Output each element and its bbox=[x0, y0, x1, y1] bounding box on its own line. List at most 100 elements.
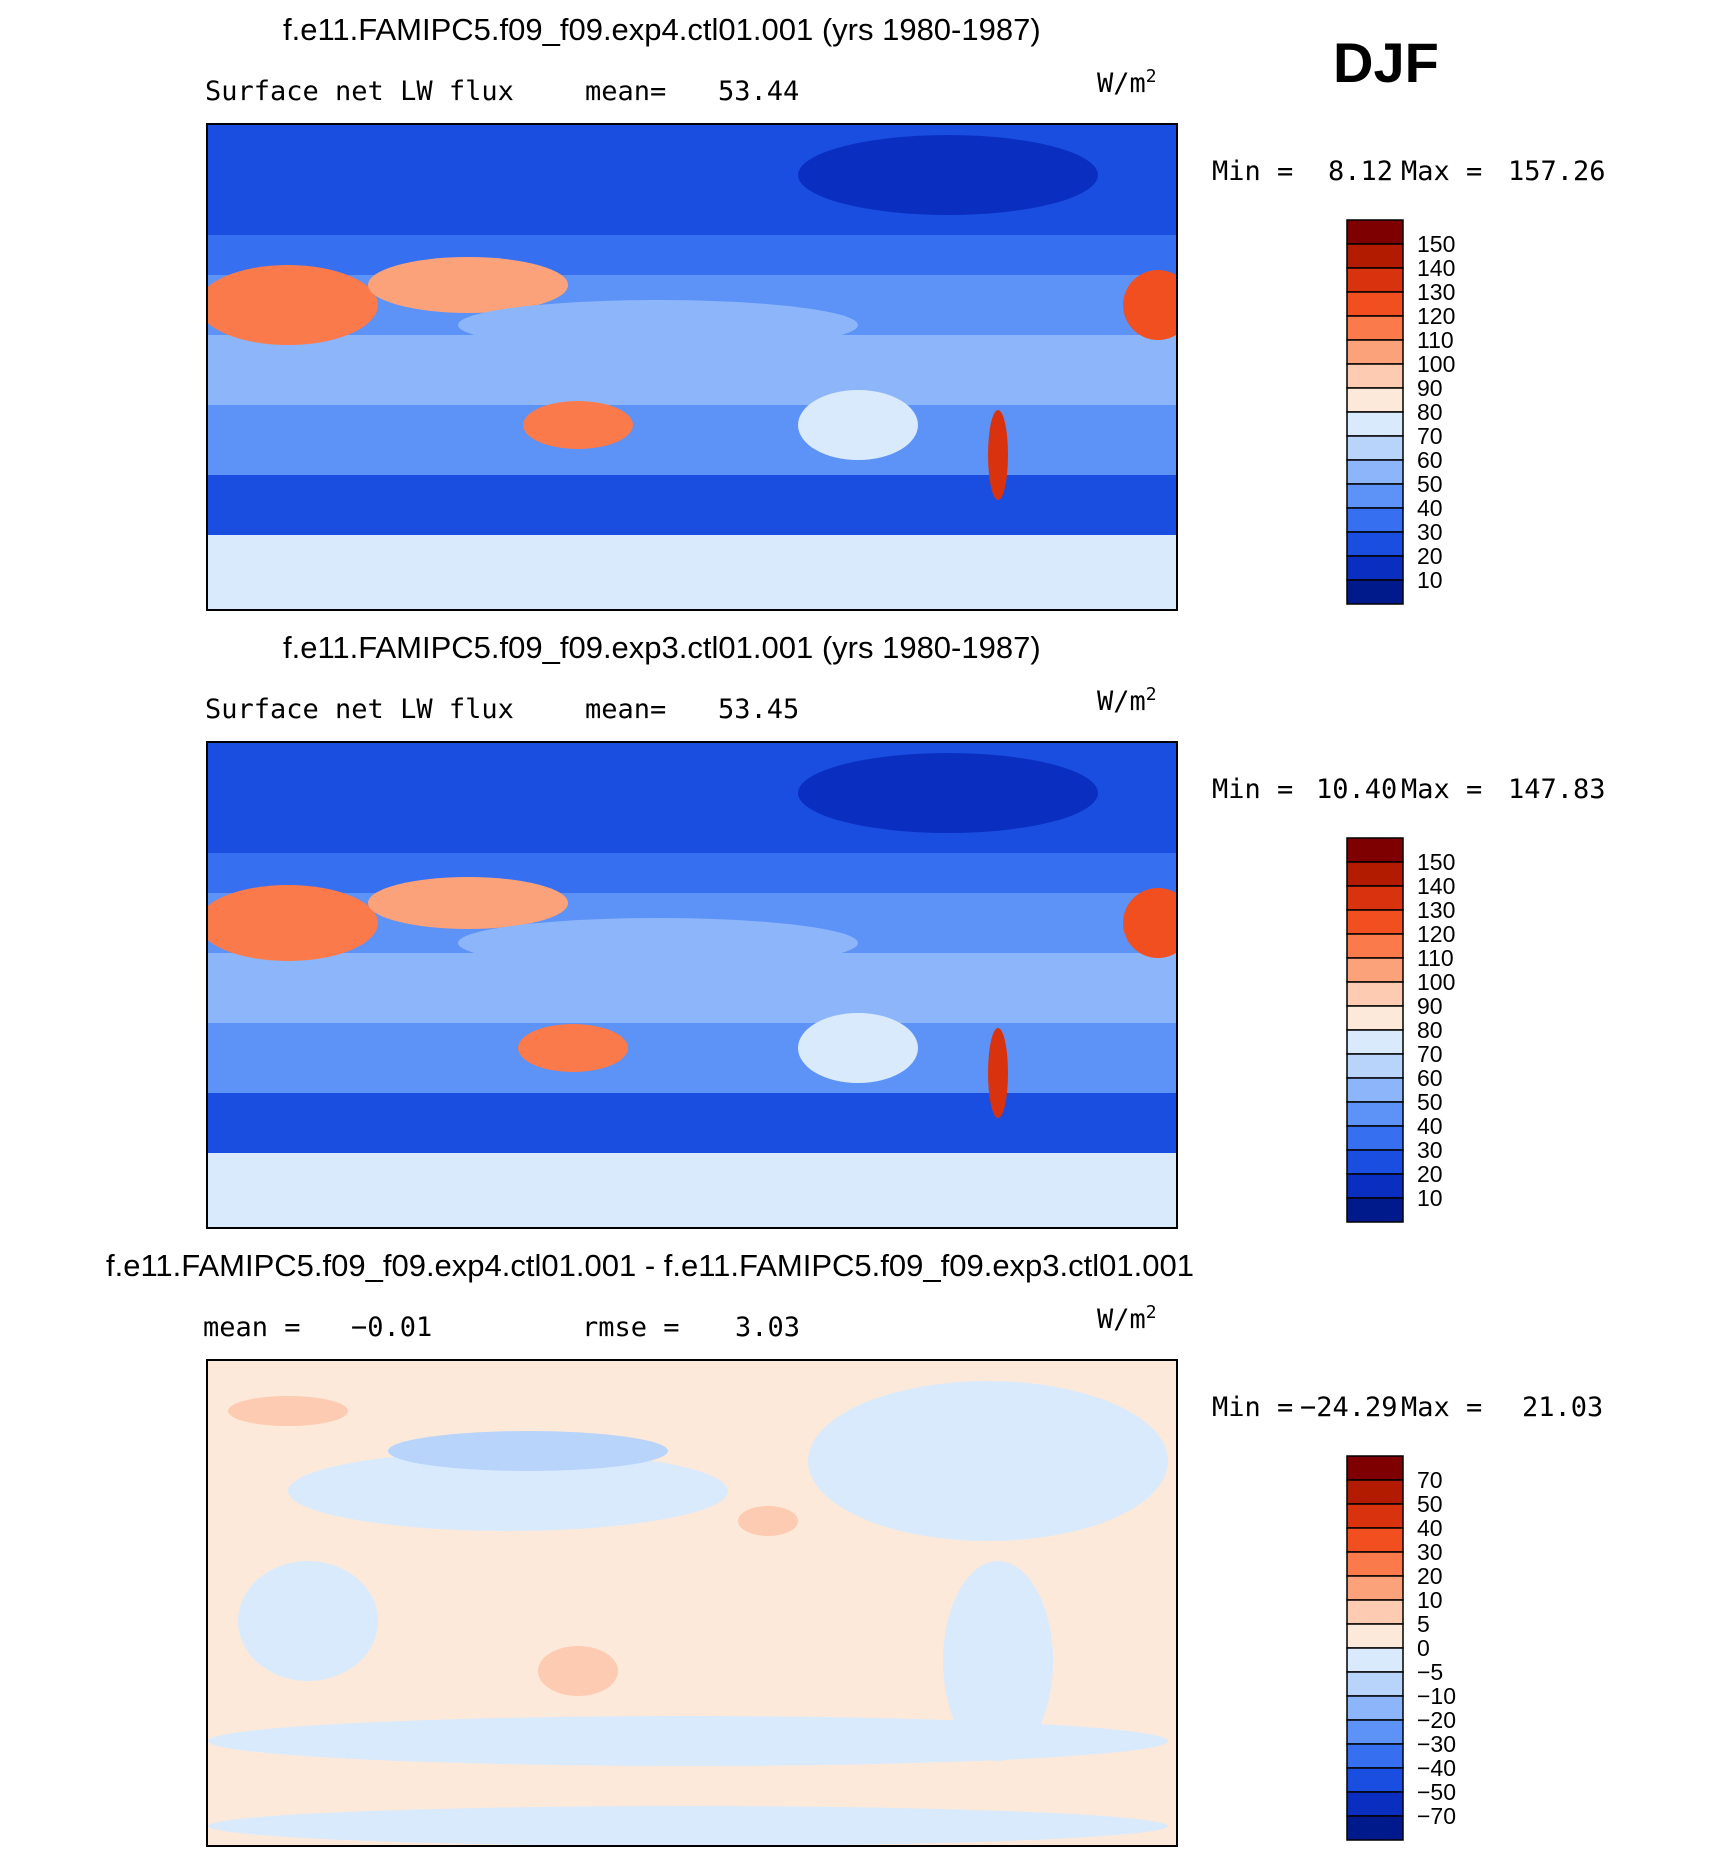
panel-3-map bbox=[206, 1359, 1178, 1847]
panel-2-mean-value: 53.45 bbox=[718, 694, 800, 725]
colorbar-box bbox=[1346, 1743, 1404, 1769]
colorbar-tick-label: 50 bbox=[1417, 1089, 1443, 1115]
colorbar-box bbox=[1346, 1527, 1404, 1553]
panel-3-rmse-label: rmse = bbox=[582, 1312, 680, 1343]
colorbar-boxes bbox=[1346, 837, 1404, 1223]
panel-1-units: W/m2 bbox=[1097, 66, 1157, 99]
colorbar-tick-label: 90 bbox=[1417, 375, 1443, 401]
colorbar-tick-label: 140 bbox=[1417, 255, 1456, 281]
colorbar-tick-label: 100 bbox=[1417, 351, 1456, 377]
colorbar-box bbox=[1346, 837, 1404, 863]
colorbar-tick-label: 40 bbox=[1417, 1113, 1443, 1139]
colorbar-tick-label: 130 bbox=[1417, 897, 1456, 923]
colorbar-tick-label: 30 bbox=[1417, 1137, 1443, 1163]
panel-1-map-field bbox=[208, 125, 1176, 609]
colorbar-tick-label: 80 bbox=[1417, 1017, 1443, 1043]
panel-1-max-value: 157.26 bbox=[1508, 156, 1606, 187]
colorbar-box bbox=[1346, 1671, 1404, 1697]
colorbar-box bbox=[1346, 315, 1404, 341]
colorbar-box bbox=[1346, 1623, 1404, 1649]
colorbar-box bbox=[1346, 1791, 1404, 1817]
colorbar-box bbox=[1346, 1479, 1404, 1505]
colorbar-box bbox=[1346, 339, 1404, 365]
panel-3-min-value: −24.29 bbox=[1300, 1392, 1398, 1423]
colorbar-box bbox=[1346, 387, 1404, 413]
panel-1-variable-label: Surface net LW flux bbox=[205, 76, 514, 107]
panel-2-units: W/m2 bbox=[1097, 684, 1157, 717]
colorbar-box bbox=[1346, 1197, 1404, 1223]
colorbar-box bbox=[1346, 1815, 1404, 1841]
colorbar-box bbox=[1346, 531, 1404, 557]
panel-3-title: f.e11.FAMIPC5.f09_f09.exp4.ctl01.001 - f… bbox=[106, 1248, 1194, 1283]
colorbar-tick-label: −40 bbox=[1417, 1755, 1457, 1781]
colorbar-box bbox=[1346, 555, 1404, 581]
colorbar-box bbox=[1346, 861, 1404, 887]
panel-1-mean-value: 53.44 bbox=[718, 76, 800, 107]
colorbar-box bbox=[1346, 1149, 1404, 1175]
panel-2-map bbox=[206, 741, 1178, 1229]
colorbar-box bbox=[1346, 1455, 1404, 1481]
colorbar-tick-label: 110 bbox=[1417, 945, 1454, 971]
colorbar-box bbox=[1346, 435, 1404, 461]
panel-3-units: W/m2 bbox=[1097, 1302, 1157, 1335]
colorbar-box bbox=[1346, 1599, 1404, 1625]
colorbar-box bbox=[1346, 981, 1404, 1007]
colorbar-boxes bbox=[1346, 219, 1404, 605]
colorbar-box bbox=[1346, 1767, 1404, 1793]
panel-3-min-label: Min = bbox=[1212, 1392, 1294, 1423]
panel-1-map bbox=[206, 123, 1178, 611]
colorbar-tick-label: 70 bbox=[1417, 423, 1443, 449]
colorbar-box bbox=[1346, 933, 1404, 959]
colorbar-box bbox=[1346, 909, 1404, 935]
panel-3-mean-value: −0.01 bbox=[351, 1312, 433, 1343]
panel-3-mean-label: mean = bbox=[203, 1312, 301, 1343]
colorbar-box bbox=[1346, 579, 1404, 605]
panel-2-min-value: 10.40 bbox=[1316, 774, 1398, 805]
panel-1-colorbar: 150 140 130 120 110 100 90 80 70 60 50 40 30 20 10 bbox=[1345, 218, 1455, 611]
colorbar-tick-label: −50 bbox=[1417, 1779, 1457, 1805]
colorbar-tick-label: 30 bbox=[1417, 519, 1443, 545]
colorbar-box bbox=[1346, 291, 1404, 317]
colorbar-tick-label: 110 bbox=[1417, 327, 1454, 353]
colorbar-box bbox=[1346, 1503, 1404, 1529]
panel-1-max-label: Max = bbox=[1401, 156, 1483, 187]
panel-3-colorbar: 70 50 40 30 20 10 5 0 −5 −10 −20 −30 −40 −50 −70 bbox=[1345, 1454, 1456, 1847]
colorbar-tick-label: 5 bbox=[1417, 1611, 1430, 1637]
panel-2-variable-label: Surface net LW flux bbox=[205, 694, 514, 725]
colorbar-box bbox=[1346, 1647, 1404, 1673]
colorbar-boxes bbox=[1346, 1455, 1404, 1841]
panel-3-max-value: 21.03 bbox=[1522, 1392, 1604, 1423]
colorbar-box bbox=[1346, 1077, 1404, 1103]
colorbar-tick-label: 120 bbox=[1417, 921, 1456, 947]
colorbar-tick-label: 100 bbox=[1417, 969, 1456, 995]
colorbar-box bbox=[1346, 507, 1404, 533]
colorbar-tick-label: 40 bbox=[1417, 495, 1443, 521]
season-label: DJF bbox=[1333, 31, 1439, 94]
panel-2-max-value: 147.83 bbox=[1508, 774, 1606, 805]
panel-2-map-field bbox=[208, 743, 1176, 1227]
colorbar-box bbox=[1346, 1551, 1404, 1577]
colorbar-tick-label: 20 bbox=[1417, 1161, 1443, 1187]
colorbar-box bbox=[1346, 1053, 1404, 1079]
colorbar-tick-label: 140 bbox=[1417, 873, 1456, 899]
panel-3-rmse-value: 3.03 bbox=[735, 1312, 801, 1343]
panel-2-title: f.e11.FAMIPC5.f09_f09.exp3.ctl01.001 (yr… bbox=[283, 630, 1041, 665]
colorbar-box bbox=[1346, 957, 1404, 983]
colorbar-tick-label: 60 bbox=[1417, 1065, 1443, 1091]
colorbar-tick-label: 150 bbox=[1417, 849, 1456, 875]
colorbar-box bbox=[1346, 1695, 1404, 1721]
colorbar-tick-label: −20 bbox=[1417, 1707, 1457, 1733]
colorbar-box bbox=[1346, 1029, 1404, 1055]
panel-1-title: f.e11.FAMIPC5.f09_f09.exp4.ctl01.001 (yr… bbox=[283, 12, 1041, 47]
colorbar-tick-label: 120 bbox=[1417, 303, 1456, 329]
panel-3-max-label: Max = bbox=[1401, 1392, 1483, 1423]
colorbar-tick-label: 70 bbox=[1417, 1041, 1443, 1067]
colorbar-tick-label: 50 bbox=[1417, 471, 1443, 497]
colorbar-tick-label: 10 bbox=[1417, 567, 1443, 593]
colorbar-tick-label: 20 bbox=[1417, 543, 1443, 569]
colorbar-box bbox=[1346, 1125, 1404, 1151]
colorbar-box bbox=[1346, 1005, 1404, 1031]
panel-1-min-value: 8.12 bbox=[1328, 156, 1394, 187]
colorbar-tick-label: −30 bbox=[1417, 1731, 1457, 1757]
colorbar-tick-label: 10 bbox=[1417, 1185, 1443, 1211]
